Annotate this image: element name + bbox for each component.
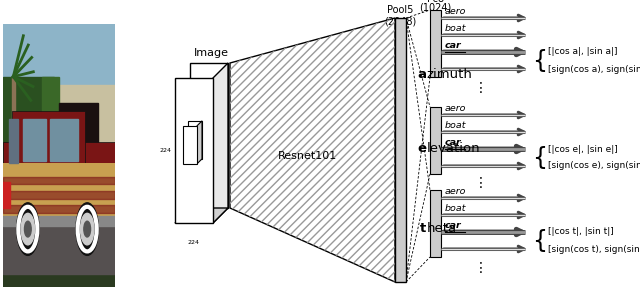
- Polygon shape: [175, 208, 228, 223]
- Text: (1024): (1024): [419, 3, 452, 13]
- Circle shape: [76, 203, 99, 255]
- Text: boat: boat: [445, 121, 467, 130]
- Bar: [430, 10, 441, 77]
- Bar: [3, 208, 115, 287]
- Bar: [430, 107, 441, 174]
- Text: a: a: [417, 69, 426, 82]
- Text: ⋮: ⋮: [474, 176, 488, 190]
- Polygon shape: [213, 63, 228, 223]
- Bar: [3, 191, 115, 199]
- Bar: [23, 119, 46, 161]
- Bar: [3, 129, 115, 208]
- Circle shape: [84, 221, 91, 237]
- Text: levation: levation: [426, 142, 480, 155]
- Text: car: car: [445, 221, 461, 230]
- Bar: [190, 63, 228, 208]
- Text: Image: Image: [194, 48, 229, 58]
- Circle shape: [17, 203, 39, 255]
- Bar: [59, 103, 99, 177]
- Bar: [3, 182, 10, 208]
- Bar: [3, 142, 115, 221]
- Bar: [395, 18, 406, 282]
- Text: Resnet101: Resnet101: [278, 151, 337, 161]
- Polygon shape: [230, 18, 395, 282]
- Bar: [3, 177, 115, 185]
- Text: zimuth: zimuth: [426, 69, 472, 82]
- Text: car: car: [445, 138, 461, 147]
- Polygon shape: [197, 121, 202, 164]
- Bar: [3, 216, 115, 226]
- Text: aero: aero: [445, 104, 467, 113]
- Bar: [430, 190, 441, 257]
- Circle shape: [81, 213, 94, 245]
- Text: 224: 224: [160, 148, 172, 153]
- Text: $\{$: $\{$: [532, 227, 546, 254]
- Bar: [3, 163, 115, 216]
- Text: $\{$: $\{$: [532, 144, 546, 171]
- Text: car: car: [445, 41, 461, 50]
- Text: e: e: [417, 142, 426, 155]
- Bar: [188, 121, 202, 159]
- Bar: [50, 119, 78, 161]
- Bar: [175, 78, 213, 223]
- Text: ⋮: ⋮: [474, 81, 488, 95]
- Bar: [3, 24, 115, 143]
- Bar: [3, 205, 115, 213]
- Bar: [3, 200, 115, 274]
- Text: aero: aero: [445, 187, 467, 196]
- Circle shape: [24, 221, 31, 237]
- Text: [|cos t|, |sin t|]: [|cos t|, |sin t|]: [548, 227, 614, 236]
- Bar: [9, 119, 18, 163]
- Bar: [48, 85, 115, 177]
- Text: boat: boat: [445, 24, 467, 33]
- Bar: [183, 126, 197, 164]
- Text: (2048): (2048): [385, 17, 417, 27]
- Text: 1: 1: [230, 133, 234, 138]
- Text: t: t: [420, 221, 426, 234]
- Text: ⋮: ⋮: [474, 261, 488, 275]
- Text: 224: 224: [188, 240, 200, 245]
- Text: boat: boat: [445, 204, 467, 213]
- Text: [|cos a|, |sin a|]: [|cos a|, |sin a|]: [548, 47, 618, 56]
- Circle shape: [21, 213, 35, 245]
- Text: [sign(cos t), sign(sin t)]: [sign(cos t), sign(sin t)]: [548, 245, 640, 253]
- Text: [|cos e|, |sin e|]: [|cos e|, |sin e|]: [548, 144, 618, 153]
- Text: [sign(cos a), sign(sin a)]: [sign(cos a), sign(sin a)]: [548, 65, 640, 73]
- Text: Fc8: Fc8: [427, 0, 444, 4]
- Bar: [42, 77, 60, 143]
- Text: $\{$: $\{$: [532, 47, 546, 74]
- Text: [sign(cos e), sign(sin e)]: [sign(cos e), sign(sin e)]: [548, 162, 640, 171]
- Text: aero: aero: [445, 7, 467, 16]
- Bar: [3, 77, 54, 150]
- Text: Pool5: Pool5: [387, 5, 413, 15]
- Bar: [12, 111, 85, 169]
- Bar: [12, 77, 15, 169]
- Text: heta: heta: [426, 221, 456, 234]
